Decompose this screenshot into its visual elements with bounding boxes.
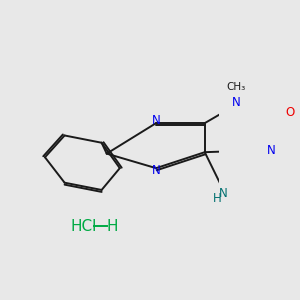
Text: H: H <box>212 192 221 205</box>
Text: N: N <box>152 114 161 127</box>
Text: N: N <box>152 164 161 177</box>
Text: HCl: HCl <box>71 219 98 234</box>
Text: CH₃: CH₃ <box>226 82 246 92</box>
Text: H: H <box>107 219 118 234</box>
Text: O: O <box>286 106 295 119</box>
Text: N: N <box>232 96 240 109</box>
Text: N: N <box>267 143 276 157</box>
Text: N: N <box>218 187 227 200</box>
